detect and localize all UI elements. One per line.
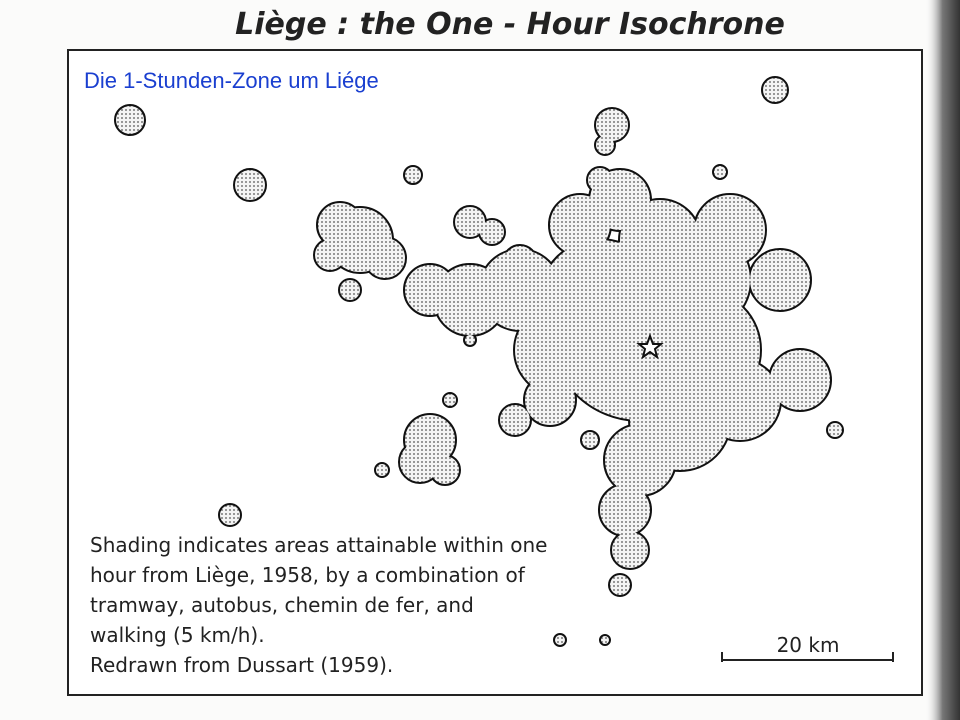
caption-line: Redrawn from Dussart (1959). — [90, 653, 393, 677]
area-lobe — [600, 485, 650, 535]
area-lobe — [500, 405, 530, 435]
area-lobe — [763, 78, 787, 102]
area-lobe — [714, 166, 726, 178]
isochrone-area — [116, 78, 842, 645]
area-lobe — [405, 167, 421, 183]
caption-line: Shading indicates areas attainable withi… — [90, 533, 547, 557]
area-lobe — [750, 250, 810, 310]
liege-star — [636, 333, 664, 360]
area-lobe — [550, 195, 610, 255]
area-lobe — [504, 246, 536, 278]
area-lobe — [405, 265, 455, 315]
area-lobe — [444, 394, 456, 406]
area-lobe — [612, 532, 648, 568]
area-lobe — [588, 168, 612, 192]
area-lobe — [465, 335, 475, 345]
area-lobe — [596, 136, 614, 154]
area-lobe — [620, 200, 700, 280]
area-lobe — [235, 170, 265, 200]
area-lobe — [116, 106, 144, 134]
area-lobe — [601, 636, 609, 644]
area-lobe — [515, 305, 605, 395]
area-lobe — [828, 423, 842, 437]
area-lobe — [455, 207, 485, 237]
map-title: Liège : the One - Hour Isochrone — [235, 7, 785, 42]
area-lobe — [318, 203, 362, 247]
overlay-bg — [78, 62, 510, 98]
area-lobe — [365, 238, 405, 278]
area-lobe — [340, 280, 360, 300]
area-lobe — [480, 220, 504, 244]
scale-label: 20 km — [777, 633, 840, 657]
area-lobe — [596, 109, 628, 141]
area-lobe — [770, 350, 830, 410]
area-lobe — [582, 432, 598, 448]
scan-shadow — [925, 0, 960, 720]
area-lobe — [220, 505, 240, 525]
area-lobe — [610, 575, 630, 595]
area-lobe — [605, 425, 675, 495]
area-lobe — [695, 195, 765, 265]
caption-line: walking (5 km/h). — [90, 623, 265, 647]
area-lobe — [315, 240, 345, 270]
area-lobe — [400, 442, 440, 482]
overlay-title: Die 1-Stunden-Zone um Liége — [84, 68, 379, 93]
area-lobe — [555, 635, 565, 645]
caption: Shading indicates areas attainable withi… — [90, 533, 547, 677]
area-lobe — [640, 290, 760, 410]
area-lobe — [376, 464, 388, 476]
area-lobe — [431, 456, 459, 484]
caption-line: hour from Liège, 1958, by a combination … — [90, 563, 526, 587]
caption-line: tramway, autobus, chemin de fer, and — [90, 593, 474, 617]
